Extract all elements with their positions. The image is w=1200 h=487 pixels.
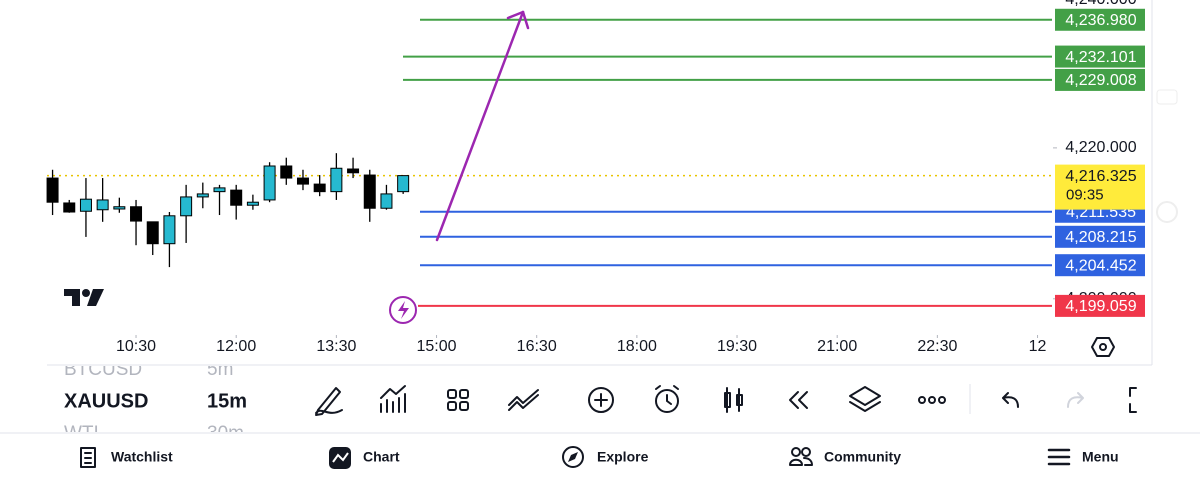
alert-tool[interactable] <box>655 385 679 413</box>
nav-label[interactable]: Community <box>824 449 901 465</box>
alert-icon[interactable] <box>389 296 417 324</box>
interval[interactable]: 30m <box>207 423 244 444</box>
candle-body <box>296 177 309 185</box>
symbol[interactable]: WTI <box>64 423 99 444</box>
nav-community[interactable]: Community <box>789 447 901 466</box>
layout-tool[interactable] <box>447 389 469 411</box>
nav-label[interactable]: Explore <box>597 449 649 465</box>
x-tick-label: 13:30 <box>316 338 356 355</box>
candle-body <box>230 189 243 206</box>
x-tick-label: 19:30 <box>717 338 757 355</box>
x-tick-label: 15:00 <box>417 338 457 355</box>
settings-button[interactable] <box>1091 337 1115 357</box>
interval[interactable]: 15m <box>207 390 247 412</box>
level-label-box <box>1055 254 1145 277</box>
chart-type-tool[interactable] <box>724 387 743 413</box>
candle-body <box>280 165 293 179</box>
candle-body <box>130 206 143 222</box>
indicators-tool[interactable] <box>380 385 406 413</box>
candle-body <box>180 196 193 217</box>
chart-pane: 4,240.0004,220.0004,200.00010:3012:0013:… <box>46 0 1145 355</box>
pattern-tool[interactable] <box>508 389 539 411</box>
candle-body <box>113 206 126 210</box>
logo <box>64 289 104 306</box>
x-tick-label: 16:30 <box>517 338 557 355</box>
interval[interactable]: 5m <box>207 359 233 380</box>
level-label: 4,232.101 <box>1065 49 1136 66</box>
x-tick-label: 18:00 <box>617 338 657 355</box>
nav-explore[interactable]: Explore <box>562 446 649 468</box>
nav-label[interactable]: Chart <box>363 449 400 465</box>
x-tick-label: 22:30 <box>917 338 957 355</box>
x-tick-label: 12:00 <box>216 338 256 355</box>
level-label: 4,199.059 <box>1065 298 1136 315</box>
undo-button[interactable] <box>1002 392 1019 408</box>
candle-body <box>46 177 59 203</box>
price-label: 4,216.325 <box>1065 168 1136 185</box>
candle-body <box>213 187 226 193</box>
level-label-box <box>1055 225 1145 248</box>
candle-body <box>380 193 393 209</box>
symbol[interactable]: BTCUSD <box>64 359 142 380</box>
candle-body <box>246 201 259 206</box>
candle-body <box>397 175 410 193</box>
candle-body <box>313 183 326 193</box>
add-tool[interactable] <box>588 387 614 413</box>
nav-label[interactable]: Menu <box>1082 449 1119 465</box>
redo-button[interactable] <box>1067 392 1084 408</box>
candle-body <box>263 165 276 201</box>
fullscreen-button[interactable] <box>1129 387 1137 413</box>
level-label: 4,229.008 <box>1065 72 1136 89</box>
arrow-drawing[interactable] <box>435 10 530 242</box>
more-tool[interactable] <box>918 396 946 404</box>
candle-body <box>146 221 159 245</box>
level-label-box <box>1055 68 1145 91</box>
candle-body <box>330 167 343 193</box>
side-handle <box>1156 201 1178 223</box>
level-label: 4,208.215 <box>1065 229 1136 246</box>
candle-body <box>79 198 92 212</box>
candle-body <box>96 199 109 211</box>
candle-body <box>163 215 176 245</box>
side-handle <box>1156 89 1178 105</box>
layers-tool[interactable] <box>849 386 881 412</box>
nav-chart[interactable]: Chart <box>329 447 400 469</box>
level-label-box <box>1055 294 1145 317</box>
x-tick-label: 10:30 <box>116 338 156 355</box>
symbol-list: BTCUSD 5m XAUUSD 15m WTI 30m <box>64 359 247 444</box>
x-tick-label: 12 <box>1029 338 1047 355</box>
nav-menu[interactable]: Menu <box>1047 449 1119 466</box>
draw-tool[interactable] <box>315 387 343 416</box>
countdown: 09:35 <box>1066 187 1104 204</box>
y-tick-label: 4,240.000 <box>1065 0 1136 8</box>
x-tick-label: 21:00 <box>817 338 857 355</box>
y-tick-label: 4,220.000 <box>1065 139 1136 156</box>
candle-body <box>63 202 76 213</box>
level-label-box <box>1055 45 1145 68</box>
price-label-box <box>1055 164 1145 210</box>
nav-watchlist[interactable]: Watchlist <box>80 447 173 468</box>
candle-body <box>196 193 209 198</box>
level-label: 4,236.980 <box>1065 12 1136 29</box>
symbol[interactable]: XAUUSD <box>64 390 148 412</box>
nav-label[interactable]: Watchlist <box>111 449 173 465</box>
level-label-box <box>1055 8 1145 31</box>
candle-body <box>347 168 360 174</box>
level-label: 4,204.452 <box>1065 257 1136 274</box>
candle-body <box>363 174 376 209</box>
replay-tool[interactable] <box>789 391 808 409</box>
